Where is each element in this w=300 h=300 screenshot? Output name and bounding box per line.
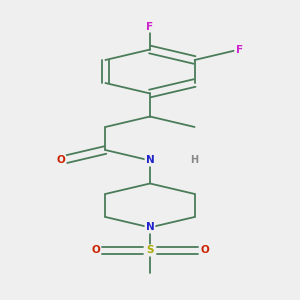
Text: O: O — [91, 245, 100, 256]
Text: F: F — [146, 22, 154, 32]
Text: O: O — [200, 245, 209, 256]
Text: O: O — [56, 155, 65, 166]
Text: H: H — [190, 155, 199, 166]
Text: N: N — [146, 155, 154, 166]
Text: S: S — [146, 245, 154, 256]
Text: N: N — [146, 222, 154, 233]
Text: F: F — [236, 44, 243, 55]
